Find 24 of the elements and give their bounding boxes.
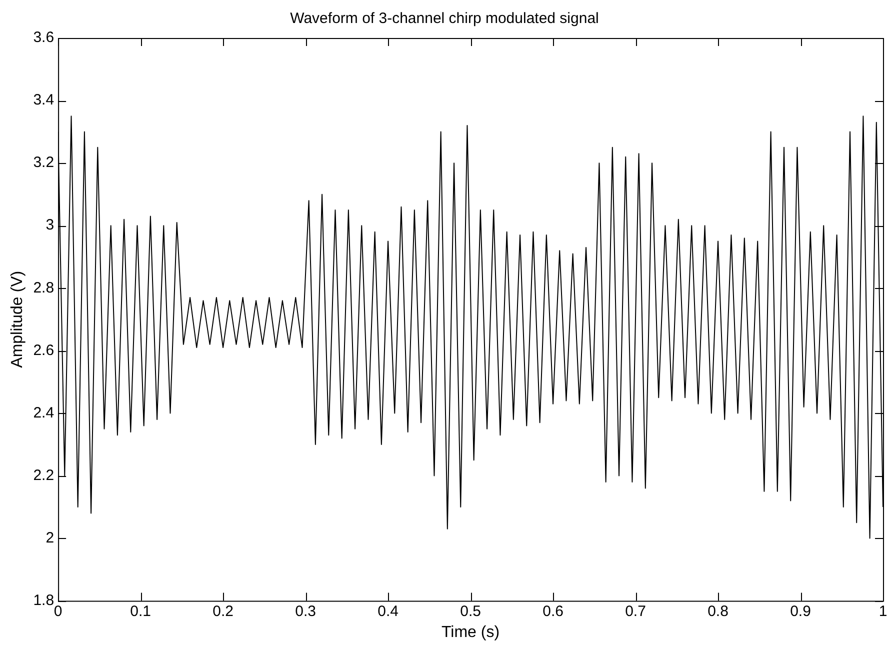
y-tick-label: 1.8 bbox=[33, 592, 54, 609]
x-tick-label: 0.5 bbox=[460, 602, 481, 620]
x-tick-label: 0.8 bbox=[708, 602, 728, 620]
x-tick-label: 0.2 bbox=[212, 602, 234, 620]
x-axis-title: Time (s) bbox=[441, 624, 500, 641]
y-tick-label: 2 bbox=[46, 529, 54, 546]
x-tick-label: 0.7 bbox=[625, 602, 646, 620]
x-tick-label: 0.9 bbox=[790, 602, 811, 620]
y-tick-label: 3 bbox=[46, 216, 54, 234]
y-tick-label: 2.6 bbox=[33, 342, 54, 359]
y-tick-label: 3.2 bbox=[33, 154, 54, 172]
y-tick-label: 3.6 bbox=[33, 29, 54, 46]
x-tick-label: 0.4 bbox=[378, 602, 398, 620]
y-axis-title: Amplitude (V) bbox=[9, 270, 26, 368]
y-tick-label: 2.4 bbox=[33, 404, 54, 422]
x-tick-label: 0.6 bbox=[542, 602, 564, 620]
y-tick-label: 3.4 bbox=[33, 92, 54, 109]
x-tick-label: 0.1 bbox=[130, 602, 151, 620]
y-tick-label: 2.8 bbox=[33, 279, 54, 296]
x-tick-label: 0 bbox=[54, 602, 62, 620]
chart-title: Waveform of 3-channel chirp modulated signal bbox=[290, 10, 599, 28]
y-tick-label: 2.2 bbox=[33, 466, 54, 484]
x-tick-label: 0.3 bbox=[295, 602, 316, 620]
x-tick-label: 1 bbox=[878, 602, 888, 620]
